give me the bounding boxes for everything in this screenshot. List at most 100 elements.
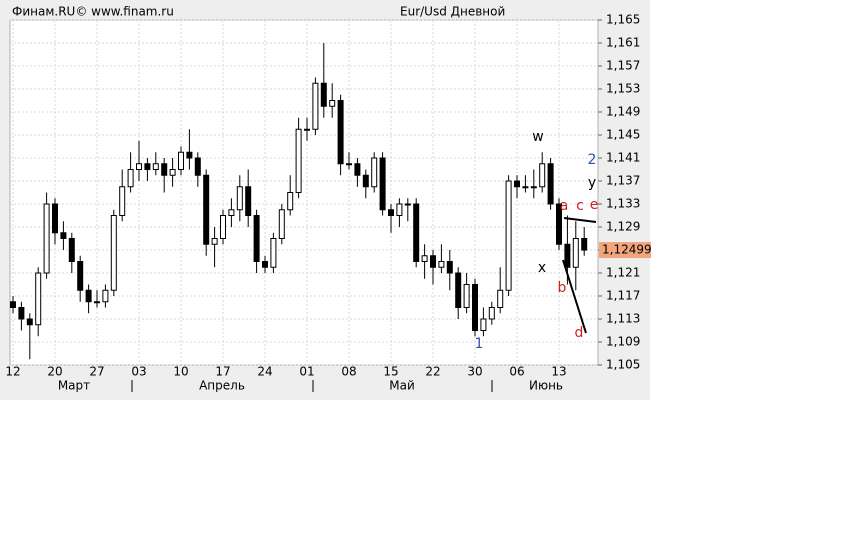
chart-title: Eur/Usd Дневной [400, 5, 505, 19]
candle-body [169, 169, 176, 176]
candle-body [102, 289, 109, 303]
candle-body [505, 180, 512, 291]
candles [10, 43, 588, 360]
candle-body [161, 163, 168, 176]
x-tick-label: 01 [299, 365, 314, 379]
candle-body [438, 261, 445, 268]
x-tick-label: 15 [383, 365, 398, 379]
candle-body [295, 128, 302, 193]
candle-body [270, 238, 277, 268]
month-label: Июнь [529, 379, 563, 393]
candle-body [346, 163, 352, 166]
candle-body [253, 215, 260, 262]
candle-body [572, 238, 579, 268]
candle-body [472, 284, 478, 331]
y-tick-label: 1,141 [606, 151, 640, 165]
wave-label: e [590, 197, 599, 213]
candle-body [421, 255, 428, 262]
candle-body [119, 186, 126, 216]
candle-body [446, 261, 453, 274]
source: Финам.RU© www.finam.ru [12, 5, 174, 19]
candle-body [455, 272, 462, 308]
y-tick-label: 1,117 [606, 289, 640, 303]
candle-body [85, 289, 92, 303]
wave-label: x [538, 260, 546, 276]
last-price-box [599, 242, 651, 259]
last-price-label: 1,12499 [602, 243, 652, 257]
x-tick-label: 10 [173, 365, 188, 379]
x-tick-label: 13 [551, 365, 566, 379]
candle-body [43, 203, 50, 274]
wave-label: w [532, 129, 543, 145]
y-tick-label: 1,109 [606, 335, 640, 349]
month-label: Апрель [199, 379, 245, 393]
x-tick-label: 30 [467, 365, 482, 379]
candle-body [581, 238, 588, 251]
x-tick-label: 22 [425, 365, 440, 379]
x-tick-label: 12 [5, 365, 20, 379]
candle-body [480, 318, 487, 331]
y-tick-label: 1,161 [606, 36, 640, 50]
y-tick-label: 1,145 [606, 128, 640, 142]
candle-body [320, 82, 327, 107]
candle-body [371, 157, 378, 188]
candle-body [194, 157, 201, 176]
candle-body [396, 203, 403, 216]
candle-body [304, 128, 310, 131]
wave-label: c [576, 198, 584, 214]
candle-body [337, 100, 344, 165]
candle-body [329, 100, 336, 107]
candle-body [262, 261, 268, 268]
candle-body [379, 157, 386, 211]
x-tick-label: 24 [257, 365, 272, 379]
candle-body [127, 169, 134, 188]
candle-body [287, 192, 294, 211]
y-tick-label: 1,165 [606, 13, 640, 27]
y-tick-label: 1,105 [606, 358, 640, 372]
wave-label: 2 [588, 152, 597, 168]
candle-body [26, 318, 33, 326]
candle-body [278, 209, 285, 239]
candle-body [10, 301, 16, 308]
candle-body [136, 163, 142, 170]
candle-body [211, 238, 218, 245]
candle-body [530, 186, 537, 189]
candle-body [497, 289, 504, 308]
wave-label: a [560, 198, 569, 214]
candle-body [522, 186, 529, 189]
y-tick-label: 1,133 [606, 197, 640, 211]
candle-body [186, 151, 193, 159]
candle-body [463, 284, 470, 308]
candle-body [94, 301, 100, 304]
candle-body [245, 186, 252, 216]
y-tick-label: 1,149 [606, 105, 640, 119]
candle-body [539, 163, 546, 188]
candle-body [556, 203, 562, 245]
y-tick-label: 1,153 [606, 82, 640, 96]
candle-body [144, 163, 151, 170]
candle-body [236, 186, 243, 211]
x-tick-label: 08 [341, 365, 356, 379]
candle-body [203, 174, 210, 245]
candle-body [110, 215, 117, 291]
candle-body [514, 180, 520, 188]
candle-body [388, 209, 394, 216]
candle-body [77, 261, 84, 291]
candle-body [312, 82, 319, 130]
candle-body [564, 243, 571, 268]
trend-line [563, 217, 597, 223]
candle-body [413, 203, 420, 262]
candle-body [178, 151, 184, 170]
y-tick-label: 1,157 [606, 59, 640, 73]
x-tick-label: 27 [89, 365, 104, 379]
candle-body [152, 163, 159, 170]
candle-body [547, 163, 554, 205]
wave-label: 1 [475, 336, 484, 352]
candle-body [488, 307, 495, 320]
candle-body [60, 232, 67, 239]
candle-body [362, 174, 369, 188]
candle-body [52, 203, 58, 234]
x-tick-label: 06 [509, 365, 524, 379]
trend-line [562, 259, 587, 334]
wave-label: b [558, 280, 567, 296]
